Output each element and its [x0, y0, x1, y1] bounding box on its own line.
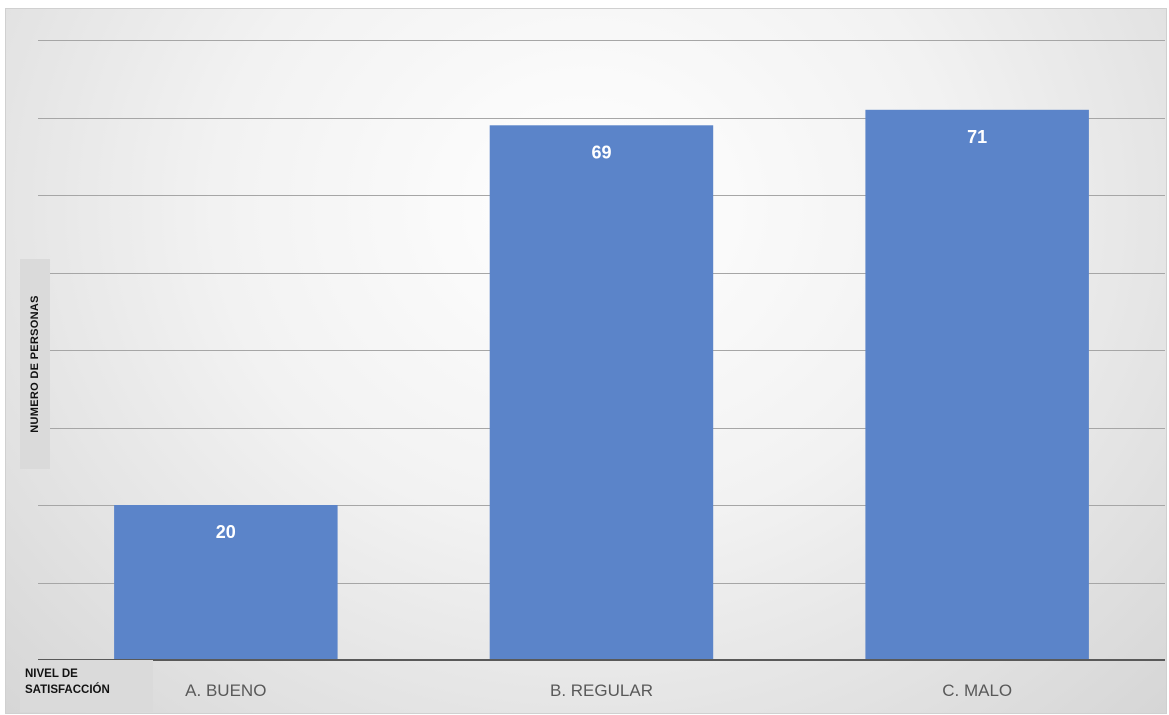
x-tick-label-3: C. MALO	[942, 681, 1012, 700]
bar-2	[489, 125, 714, 661]
x-axis-title-box	[20, 660, 153, 712]
data-label-2: 69	[591, 142, 611, 162]
bars	[114, 109, 1089, 661]
x-tick-labels: A. BUENO B. REGULAR C. MALO	[185, 681, 1012, 700]
value-labels: 20 69 71	[216, 127, 987, 542]
y-axis-title-box	[20, 259, 50, 469]
x-axis-title: NIVEL DE SATISFACCIÓN	[25, 666, 145, 698]
data-label-3: 71	[967, 127, 987, 147]
x-axis-title-line-2: SATISFACCIÓN	[25, 684, 110, 696]
x-axis-title-line-1: NIVEL DE	[25, 668, 78, 680]
y-axis-title: NUMERO DE PERSONAS	[29, 295, 41, 433]
data-label-1: 20	[216, 522, 236, 542]
x-tick-label-1: A. BUENO	[185, 681, 266, 700]
bar-3	[865, 109, 1089, 661]
bar-1	[114, 505, 338, 660]
x-tick-label-2: B. REGULAR	[550, 681, 653, 700]
